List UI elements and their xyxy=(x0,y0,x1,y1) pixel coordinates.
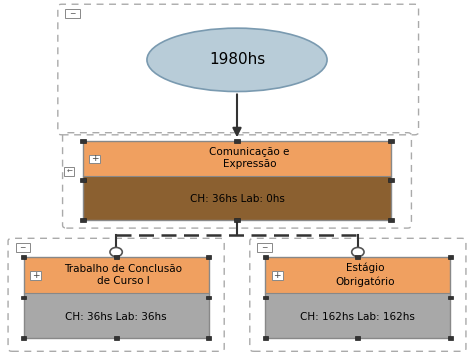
Text: CH: 162hs Lab: 162hs: CH: 162hs Lab: 162hs xyxy=(301,312,415,322)
Bar xyxy=(234,218,239,222)
Bar xyxy=(265,257,450,338)
Text: Estágio
Obrigatório: Estágio Obrigatório xyxy=(336,263,395,287)
Bar xyxy=(447,336,453,340)
Bar xyxy=(24,257,209,293)
Text: ←: ← xyxy=(66,168,72,175)
Text: +: + xyxy=(32,271,39,280)
Text: −: − xyxy=(19,243,26,252)
Bar xyxy=(206,336,211,340)
Text: Comunicação e
Expressão: Comunicação e Expressão xyxy=(209,147,290,169)
Bar xyxy=(24,257,209,338)
Text: CH: 36hs Lab: 0hs: CH: 36hs Lab: 0hs xyxy=(190,194,284,204)
Text: −: − xyxy=(261,243,268,252)
Bar xyxy=(257,243,272,252)
Bar xyxy=(206,255,211,259)
Ellipse shape xyxy=(147,28,327,92)
Bar xyxy=(356,336,361,340)
Bar xyxy=(356,255,361,259)
Bar xyxy=(447,255,453,259)
Bar xyxy=(30,271,41,280)
Bar xyxy=(206,296,211,299)
Bar xyxy=(263,255,268,259)
Bar xyxy=(21,255,27,259)
Bar xyxy=(16,243,30,252)
Bar xyxy=(21,336,27,340)
Bar xyxy=(64,167,74,176)
Text: −: − xyxy=(69,9,76,18)
Circle shape xyxy=(352,247,364,257)
Bar xyxy=(89,155,100,163)
Bar xyxy=(83,141,391,176)
Text: +: + xyxy=(91,155,99,163)
Circle shape xyxy=(110,247,122,257)
Text: 1980hs: 1980hs xyxy=(209,52,265,67)
Bar xyxy=(272,271,283,280)
Bar xyxy=(83,176,391,220)
Bar xyxy=(21,296,27,299)
Bar xyxy=(447,296,453,299)
Bar xyxy=(80,218,85,222)
Bar xyxy=(265,293,450,338)
Bar xyxy=(80,178,85,182)
Bar xyxy=(113,336,118,340)
Text: CH: 36hs Lab: 36hs: CH: 36hs Lab: 36hs xyxy=(65,312,167,322)
Bar xyxy=(388,178,393,182)
Bar xyxy=(265,257,450,293)
Bar xyxy=(263,296,268,299)
Bar xyxy=(24,293,209,338)
Bar xyxy=(83,141,391,220)
Bar xyxy=(388,218,393,222)
Text: +: + xyxy=(273,271,281,280)
Bar xyxy=(234,139,239,143)
Bar xyxy=(263,336,268,340)
Bar xyxy=(80,139,85,143)
Bar xyxy=(113,255,118,259)
Bar xyxy=(388,139,393,143)
Bar xyxy=(65,9,80,18)
Text: Trabalho de Conclusão
de Curso I: Trabalho de Conclusão de Curso I xyxy=(64,264,182,286)
